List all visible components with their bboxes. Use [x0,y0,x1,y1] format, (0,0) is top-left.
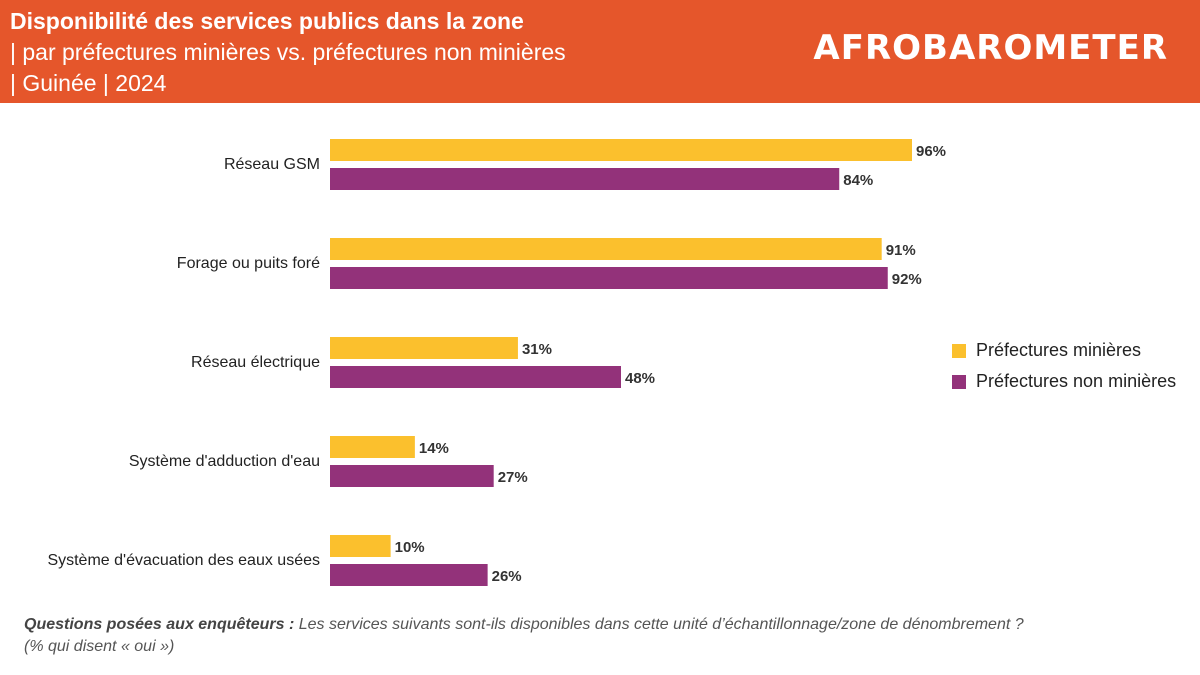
bar [330,168,840,190]
legend-swatch [952,374,966,389]
data-label: 14% [419,440,449,457]
legend-item-mining: Préfectures minières [952,335,1176,366]
bar [330,267,888,289]
category-label: Système d'adduction d'eau [129,453,320,470]
bar [330,238,882,260]
bar [330,465,494,487]
note-line2: (% qui disent « oui ») [24,638,175,655]
category-label: Réseau GSM [224,156,320,173]
data-label: 84% [843,172,873,189]
bar [330,564,488,586]
afrobarometer-logo: AFROBAROMETER [813,28,1168,68]
title-line-3: | Guinée | 2024 [10,70,167,96]
data-label: 92% [892,271,922,288]
category-label: Réseau électrique [191,354,320,371]
data-label: 48% [625,370,655,387]
data-label: 27% [498,469,528,486]
data-label: 10% [395,539,425,556]
header-banner: Disponibilité des services publics dans … [0,0,1200,103]
legend-swatch [952,343,966,358]
bar [330,535,391,557]
data-label: 96% [916,143,946,160]
chart-title: Disponibilité des services publics dans … [10,6,566,99]
bar [330,436,415,458]
data-label: 26% [492,568,522,585]
footnote: Questions posées aux enquêteurs : Les se… [24,614,1024,658]
data-label: 91% [886,242,916,259]
note-text: Les services suivants sont-ils disponibl… [294,616,1024,633]
bar [330,139,912,161]
legend-item-non-mining: Préfectures non minières [952,366,1176,397]
bar [330,337,518,359]
bar-chart: Réseau GSM 96% 84% Forage ou puits foré 91% 9… [47,139,946,586]
title-line-1: Disponibilité des services publics dans … [10,8,524,34]
legend: Préfectures minières Préfectures non min… [952,335,1176,397]
note-label: Questions posées aux enquêteurs : [24,616,295,633]
legend-label: Préfectures non minières [976,371,1177,391]
title-line-2: | par préfectures minières vs. préfectur… [10,39,566,65]
data-label: 31% [522,341,552,358]
category-label: Forage ou puits foré [177,255,320,272]
bar [330,366,621,388]
legend-label: Préfectures minières [976,340,1142,360]
category-label: Système d'évacuation des eaux usées [47,552,320,569]
